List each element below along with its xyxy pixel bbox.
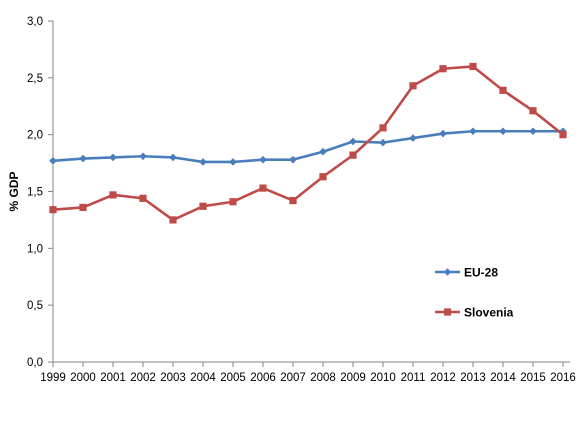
data-point-slovenia	[559, 131, 567, 139]
legend-label: Slovenia	[464, 306, 514, 320]
data-point-eu-28	[439, 129, 447, 138]
data-point-eu-28	[139, 152, 147, 161]
x-tick-label: 2015	[520, 372, 546, 384]
y-tick-label: 0,5	[27, 300, 43, 312]
x-tick-label: 2004	[190, 372, 216, 384]
data-point-slovenia	[229, 198, 237, 206]
data-point-slovenia	[139, 194, 147, 202]
legend-swatch-marker	[443, 308, 452, 316]
x-tick-label: 2014	[490, 372, 516, 384]
legend-swatch-marker	[443, 268, 452, 276]
x-tick-label: 2008	[310, 372, 336, 384]
data-point-slovenia	[469, 62, 477, 71]
y-axis-title: % GDP	[7, 171, 21, 211]
data-point-slovenia	[79, 203, 87, 212]
x-axis-ticks: 1999 2000 2001 2002 2003 2004 2005 2006 2007 2008…	[40, 362, 576, 384]
x-tick-label: 2016	[550, 372, 576, 384]
data-point-slovenia	[49, 206, 57, 214]
data-point-eu-28	[289, 155, 297, 164]
data-point-eu-28	[499, 127, 507, 136]
data-point-eu-28	[319, 147, 327, 156]
x-tick-label: 2001	[100, 372, 126, 384]
y-tick-label: 3,0	[27, 16, 43, 28]
x-tick-label: 2012	[430, 372, 456, 384]
data-point-slovenia	[409, 82, 417, 90]
y-tick-label: 1,0	[27, 243, 43, 255]
series-line-slovenia	[52, 65, 564, 222]
x-tick-label: 1999	[40, 372, 66, 384]
data-point-slovenia	[199, 202, 207, 210]
x-tick-label: 2010	[370, 372, 396, 384]
y-tick-label: 0,0	[27, 357, 43, 369]
data-point-eu-28	[49, 157, 57, 165]
plot-area	[49, 62, 567, 224]
legend-item-eu-28: EU-28	[435, 266, 498, 280]
data-point-eu-28	[409, 134, 417, 142]
data-point-eu-28	[529, 127, 537, 136]
data-point-eu-28	[259, 155, 267, 164]
x-tick-label: 2005	[220, 372, 246, 384]
y-tick-label: 2,5	[27, 73, 43, 85]
data-point-eu-28	[199, 158, 207, 166]
data-point-slovenia	[499, 86, 507, 94]
x-tick-label: 2009	[340, 372, 366, 384]
series-line-eu-28	[52, 129, 563, 164]
data-point-eu-28	[79, 154, 87, 163]
data-point-slovenia	[319, 173, 327, 181]
data-point-slovenia	[379, 124, 387, 132]
data-point-slovenia	[259, 184, 267, 192]
x-tick-label: 2007	[280, 372, 306, 384]
data-point-eu-28	[229, 158, 237, 166]
data-point-slovenia	[349, 151, 357, 159]
y-tick-label: 1,5	[27, 187, 43, 199]
x-tick-label: 2003	[160, 372, 186, 384]
data-point-eu-28	[349, 137, 357, 146]
x-tick-label: 2002	[130, 372, 156, 384]
x-tick-label: 2006	[250, 372, 276, 384]
legend: EU-28 Slovenia	[435, 266, 514, 320]
series-eu-28	[49, 127, 567, 166]
x-tick-label: 2011	[401, 372, 426, 384]
legend-label: EU-28	[464, 266, 498, 280]
data-point-slovenia	[529, 107, 537, 115]
y-axis-ticks: 0,0 0,5 1,0 1,5 2,0 2,5 3,0	[27, 16, 53, 369]
y-tick-label: 2,0	[27, 130, 43, 142]
data-point-eu-28	[109, 153, 117, 162]
series-slovenia	[49, 62, 567, 224]
x-tick-label: 2013	[460, 372, 486, 384]
data-point-slovenia	[169, 216, 177, 224]
data-point-slovenia	[109, 191, 117, 199]
data-point-eu-28	[169, 153, 177, 162]
x-tick-label: 2000	[70, 372, 96, 384]
data-point-eu-28	[469, 127, 477, 136]
data-point-slovenia	[439, 65, 447, 73]
data-point-slovenia	[289, 196, 297, 205]
data-point-eu-28	[379, 138, 387, 147]
legend-item-slovenia: Slovenia	[435, 306, 514, 320]
